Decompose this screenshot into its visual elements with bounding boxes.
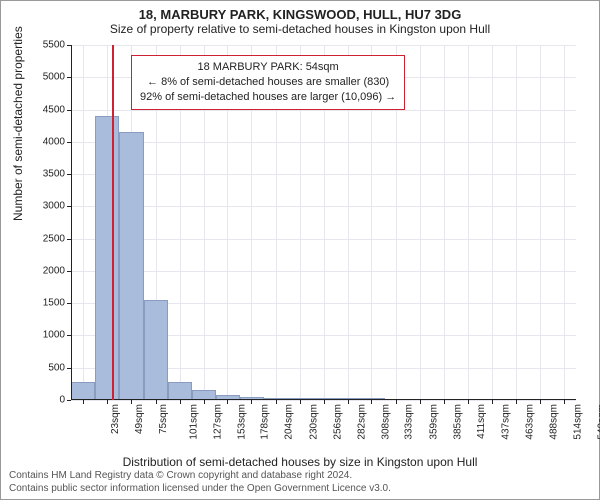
x-tick-label: 178sqm [260, 404, 271, 440]
x-tick-label: 385sqm [452, 404, 463, 440]
tick-mark [107, 400, 108, 404]
histogram-bar [95, 116, 119, 400]
x-tick-label: 75sqm [158, 404, 169, 434]
tick-mark [324, 400, 325, 404]
tick-mark [371, 400, 372, 404]
x-tick-label: 153sqm [237, 404, 248, 440]
gridline-v [492, 45, 493, 400]
y-axis-label: Number of semi-detached properties [11, 26, 25, 221]
x-axis-label: Distribution of semi-detached houses by … [1, 455, 599, 469]
tick-mark [180, 400, 181, 404]
tick-mark [251, 400, 252, 404]
tick-mark [67, 335, 71, 336]
x-tick-label: 514sqm [572, 404, 583, 440]
tick-mark [540, 400, 541, 404]
plot-area: 18 MARBURY PARK: 54sqm ← 8% of semi-deta… [71, 45, 576, 400]
tick-mark [67, 239, 71, 240]
gridline-v [540, 45, 541, 400]
x-tick-label: 488sqm [548, 404, 559, 440]
tick-mark [468, 400, 469, 404]
x-tick-label: 333sqm [404, 404, 415, 440]
gridline-v [420, 45, 421, 400]
tick-mark [156, 400, 157, 404]
gridline-v [468, 45, 469, 400]
tick-mark [67, 45, 71, 46]
tick-mark [564, 400, 565, 404]
tick-mark [420, 400, 421, 404]
tick-mark [131, 400, 132, 404]
tick-mark [67, 174, 71, 175]
y-tick-label: 3000 [43, 201, 65, 212]
annotation-line3: 92% of semi-detached houses are larger (… [140, 90, 396, 105]
copyright-notice: Contains HM Land Registry data © Crown c… [9, 469, 391, 495]
histogram-bar [168, 382, 192, 400]
chart-title-line1: 18, MARBURY PARK, KINGSWOOD, HULL, HU7 3… [1, 1, 599, 22]
x-tick-label: 540sqm [596, 404, 600, 440]
tick-mark [276, 400, 277, 404]
reference-line [112, 45, 114, 400]
tick-mark [300, 400, 301, 404]
y-tick-label: 2000 [43, 265, 65, 276]
x-tick-label: 101sqm [188, 404, 199, 440]
histogram-bar [119, 132, 143, 400]
tick-mark [348, 400, 349, 404]
x-tick-label: 463sqm [525, 404, 536, 440]
y-tick-label: 2500 [43, 233, 65, 244]
tick-mark [396, 400, 397, 404]
x-tick-label: 204sqm [284, 404, 295, 440]
tick-mark [67, 206, 71, 207]
y-tick-label: 5500 [43, 40, 65, 51]
x-tick-label: 23sqm [110, 404, 121, 434]
x-tick-label: 411sqm [476, 404, 487, 439]
tick-mark [83, 400, 84, 404]
tick-mark [67, 77, 71, 78]
x-tick-label: 437sqm [501, 404, 512, 440]
chart-title-line2: Size of property relative to semi-detach… [1, 22, 599, 40]
tick-mark [67, 400, 71, 401]
y-tick-label: 1000 [43, 330, 65, 341]
annotation-line2: ← 8% of semi-detached houses are smaller… [140, 75, 396, 90]
tick-mark [444, 400, 445, 404]
x-tick-label: 359sqm [428, 404, 439, 440]
x-tick-label: 127sqm [212, 404, 223, 440]
y-tick-label: 4000 [43, 136, 65, 147]
y-tick-label: 1500 [43, 298, 65, 309]
x-tick-label: 49sqm [134, 404, 145, 434]
copyright-line1: Contains HM Land Registry data © Crown c… [9, 469, 391, 482]
y-tick-label: 5000 [43, 72, 65, 83]
y-axis [71, 45, 72, 400]
y-tick-label: 500 [48, 362, 65, 373]
gridline-v [83, 45, 84, 400]
copyright-line2: Contains public sector information licen… [9, 482, 391, 495]
chart-container: 18, MARBURY PARK, KINGSWOOD, HULL, HU7 3… [0, 0, 600, 500]
gridline-v [516, 45, 517, 400]
tick-mark [67, 303, 71, 304]
tick-mark [67, 110, 71, 111]
tick-mark [67, 368, 71, 369]
annotation-line1: 18 MARBURY PARK: 54sqm [140, 60, 396, 75]
tick-mark [516, 400, 517, 404]
histogram-bar [71, 382, 95, 400]
y-tick-label: 3500 [43, 169, 65, 180]
gridline-v [564, 45, 565, 400]
tick-mark [204, 400, 205, 404]
x-tick-label: 282sqm [357, 404, 368, 440]
tick-mark [492, 400, 493, 404]
tick-mark [67, 271, 71, 272]
annotation-box: 18 MARBURY PARK: 54sqm ← 8% of semi-deta… [131, 55, 405, 110]
y-tick-label: 4500 [43, 104, 65, 115]
tick-mark [67, 142, 71, 143]
tick-mark [227, 400, 228, 404]
x-tick-label: 230sqm [308, 404, 319, 440]
y-tick-label: 0 [59, 395, 65, 406]
gridline-v [444, 45, 445, 400]
x-tick-label: 308sqm [381, 404, 392, 440]
histogram-bar [144, 300, 168, 400]
x-tick-label: 256sqm [332, 404, 343, 440]
